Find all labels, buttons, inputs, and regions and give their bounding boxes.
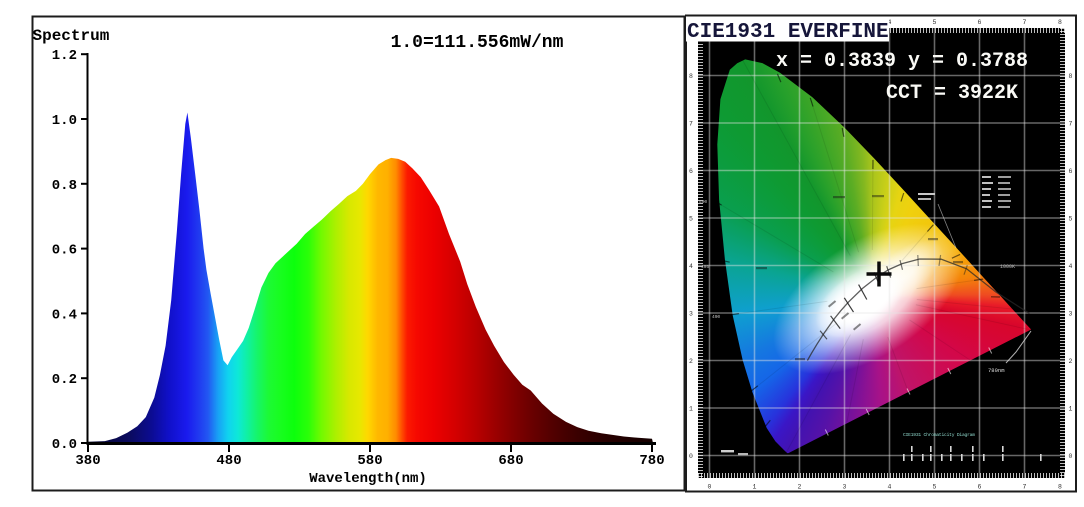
svg-text:1: 1	[753, 484, 757, 491]
svg-text:4: 4	[888, 19, 892, 26]
svg-text:0.2: 0.2	[52, 372, 77, 388]
svg-text:1.0: 1.0	[52, 113, 77, 129]
svg-text:3: 3	[689, 310, 693, 317]
svg-text:5: 5	[1069, 215, 1073, 222]
svg-text:2: 2	[798, 484, 802, 491]
svg-text:0.0: 0.0	[52, 437, 77, 453]
svg-text:3: 3	[1069, 310, 1073, 317]
svg-text:6: 6	[1069, 168, 1073, 175]
svg-text:0.6: 0.6	[52, 243, 77, 259]
svg-text:495: 495	[701, 264, 709, 270]
svg-text:1000K: 1000K	[1000, 264, 1015, 270]
svg-text:2: 2	[1069, 358, 1073, 365]
svg-text:1.2: 1.2	[52, 48, 77, 64]
svg-text:380: 380	[75, 453, 100, 469]
svg-text:0.4: 0.4	[52, 307, 77, 323]
svg-text:1.0=111.556mW/nm: 1.0=111.556mW/nm	[391, 33, 564, 53]
svg-text:4: 4	[689, 263, 693, 270]
svg-text:0: 0	[1069, 453, 1073, 460]
svg-text:780: 780	[639, 453, 664, 469]
svg-text:8: 8	[689, 73, 693, 80]
svg-text:7: 7	[1023, 19, 1027, 26]
svg-text:580: 580	[357, 453, 382, 469]
svg-text:0.8: 0.8	[52, 178, 77, 194]
svg-text:Spectrum: Spectrum	[33, 27, 110, 45]
svg-text:1: 1	[1069, 405, 1073, 412]
svg-text:680: 680	[498, 453, 523, 469]
svg-text:5: 5	[933, 484, 937, 491]
svg-text:3: 3	[843, 484, 847, 491]
svg-text:8: 8	[1058, 484, 1062, 491]
svg-text:Wavelength(nm): Wavelength(nm)	[309, 471, 427, 487]
svg-text:7: 7	[1069, 120, 1073, 127]
svg-text:0: 0	[708, 484, 712, 491]
svg-text:4: 4	[888, 484, 892, 491]
svg-text:0: 0	[689, 453, 693, 460]
svg-text:500: 500	[699, 199, 707, 205]
svg-text:6: 6	[978, 19, 982, 26]
svg-text:x = 0.3839 y = 0.3788: x = 0.3839 y = 0.3788	[776, 50, 1028, 73]
svg-text:480: 480	[216, 453, 241, 469]
svg-text:7: 7	[689, 120, 693, 127]
svg-text:2: 2	[689, 358, 693, 365]
svg-text:780nm: 780nm	[988, 367, 1005, 374]
svg-text:1: 1	[689, 405, 693, 412]
svg-text:CCT = 3922K: CCT = 3922K	[886, 82, 1018, 105]
svg-text:6: 6	[978, 484, 982, 491]
svg-text:8: 8	[1069, 73, 1073, 80]
svg-text:CIE1931 EVERFINE: CIE1931 EVERFINE	[687, 21, 889, 44]
svg-text:CIE1931 Chromaticity Diagram: CIE1931 Chromaticity Diagram	[903, 432, 975, 438]
svg-text:5: 5	[689, 215, 693, 222]
svg-text:8: 8	[1058, 19, 1062, 26]
svg-text:4: 4	[1069, 263, 1073, 270]
svg-text:6: 6	[689, 168, 693, 175]
svg-text:7: 7	[1023, 484, 1027, 491]
svg-text:5: 5	[933, 19, 937, 26]
svg-text:490: 490	[712, 314, 720, 320]
